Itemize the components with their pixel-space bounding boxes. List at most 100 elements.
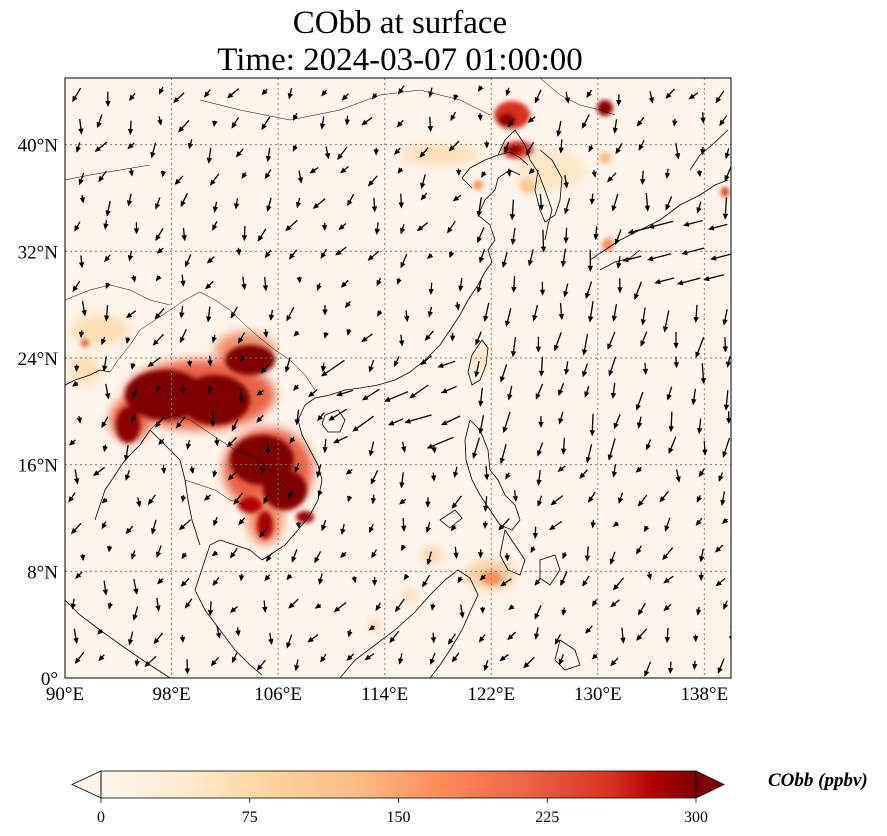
wind-arrow — [128, 92, 136, 102]
wind-arrow — [320, 248, 327, 259]
wind-arrow — [592, 599, 598, 607]
wind-arrow — [581, 333, 589, 356]
wind-arrow — [383, 391, 409, 402]
wind-arrow — [328, 408, 347, 421]
wind-arrow — [401, 441, 407, 453]
wind-arrow — [584, 385, 590, 398]
wind-arrow — [229, 605, 238, 613]
wind-arrow — [266, 552, 273, 562]
wind-arrow — [585, 625, 593, 634]
wind-arrow — [611, 464, 617, 478]
wind-arrow — [184, 254, 192, 268]
wind-arrow — [184, 598, 193, 609]
wind-arrow — [483, 496, 489, 512]
wind-arrow — [475, 331, 482, 346]
wind-arrow — [728, 625, 731, 641]
wind-arrow — [611, 193, 619, 212]
wind-arrow — [321, 359, 345, 377]
wind-arrow — [610, 657, 619, 667]
lon-tick-label: 138°E — [681, 684, 729, 705]
wind-arrow — [399, 223, 406, 235]
wind-arrow — [723, 600, 729, 610]
wind-arrow — [448, 140, 460, 152]
wind-arrow — [539, 281, 546, 296]
wind-arrow — [368, 359, 375, 373]
wind-arrow — [370, 494, 377, 505]
wind-arrow — [68, 492, 76, 503]
wind-arrow — [150, 519, 157, 535]
wind-arrow — [178, 519, 192, 531]
wind-arrow — [663, 603, 672, 612]
wind-arrow — [338, 223, 347, 231]
wind-arrow — [78, 255, 85, 269]
wind-arrow — [478, 387, 484, 407]
wind-arrow — [425, 497, 431, 508]
wind-arrow — [538, 416, 544, 428]
wind-arrow — [424, 330, 435, 341]
wind-arrow — [212, 201, 219, 213]
wind-arrow — [702, 440, 708, 456]
wind-arrow — [130, 550, 137, 560]
wind-arrow — [396, 278, 402, 285]
wind-arrow — [556, 120, 562, 137]
wind-arrow — [210, 656, 220, 667]
wind-arrow — [396, 119, 404, 128]
wind-arrow — [373, 147, 379, 156]
wind-arrow — [585, 444, 593, 464]
wind-arrow — [103, 305, 110, 322]
wind-arrow — [72, 280, 81, 293]
wind-arrow — [376, 277, 382, 287]
map-frame — [64, 77, 732, 679]
wind-arrow — [504, 142, 510, 154]
wind-arrow — [559, 687, 569, 695]
colorbar-tick-label: 75 — [242, 809, 258, 826]
wind-arrow — [532, 304, 539, 322]
wind-arrow — [613, 414, 621, 430]
wind-arrow — [206, 147, 213, 164]
lon-tick-label: 90°E — [46, 684, 84, 705]
wind-arrow — [720, 491, 726, 507]
colorbar-extend-max — [695, 770, 725, 799]
wind-arrow — [644, 661, 652, 677]
wind-arrow — [211, 550, 219, 557]
wind-arrow — [157, 578, 164, 585]
wind-arrow — [235, 627, 241, 637]
wind-arrow — [342, 685, 347, 701]
wind-arrow — [104, 383, 111, 400]
wind-arrow — [125, 310, 137, 319]
wind-arrow — [333, 602, 347, 613]
wind-arrow — [312, 198, 326, 209]
colorbar: 0 75 150 225 300 — [71, 770, 725, 826]
wind-arrow — [370, 470, 379, 485]
wind-arrow — [635, 466, 642, 473]
wind-arrow — [440, 415, 461, 426]
wind-arrow — [361, 116, 373, 126]
wind-arrow — [666, 386, 673, 401]
wind-arrow — [695, 517, 703, 526]
wind-arrow — [449, 332, 456, 342]
wind-arrow — [187, 139, 194, 150]
wind-arrow — [344, 301, 351, 309]
lon-tick-label: 122°E — [467, 684, 515, 705]
wind-arrow — [420, 192, 428, 201]
wind-arrow — [347, 629, 353, 638]
wind-arrow — [648, 220, 674, 229]
wind-arrow — [394, 147, 401, 155]
coastlines-and-borders — [65, 78, 729, 678]
wind-arrow — [591, 653, 598, 660]
wind-arrow — [719, 115, 728, 127]
wind-arrow — [133, 222, 140, 235]
lon-tick-label: 130°E — [574, 684, 622, 705]
wind-arrow — [484, 141, 490, 149]
wind-arrow — [525, 141, 535, 156]
wind-arrow — [483, 660, 489, 672]
wind-arrow — [612, 521, 620, 527]
wind-arrow — [450, 111, 457, 122]
wind-arrow — [345, 468, 353, 475]
wind-arrow — [352, 415, 374, 432]
wind-arrow — [173, 92, 185, 104]
wind-arrow — [288, 490, 294, 499]
wind-arrow — [101, 416, 109, 429]
wind-arrow — [294, 659, 300, 672]
wind-arrow — [553, 332, 562, 352]
